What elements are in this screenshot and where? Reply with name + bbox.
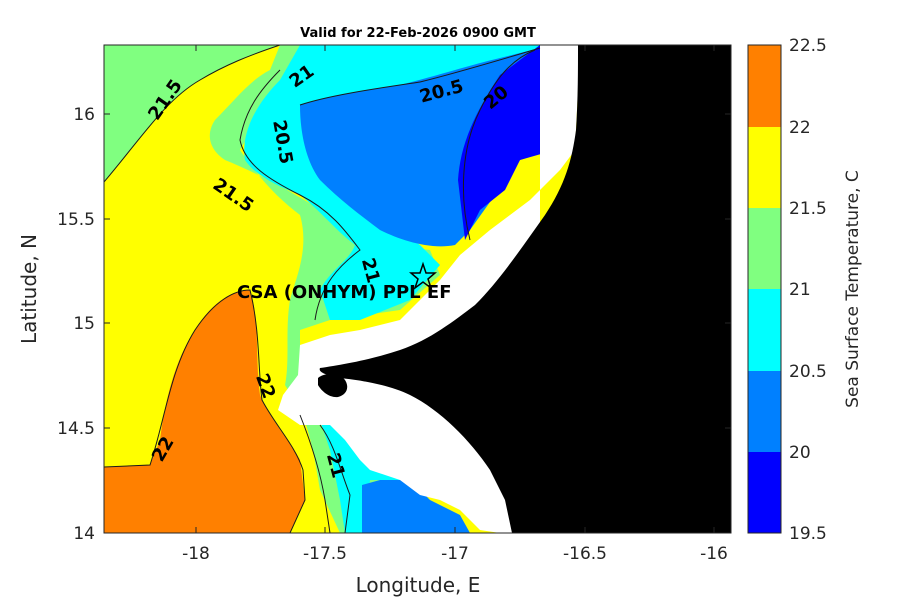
- contour-21-south: [299, 414, 331, 533]
- y-tick-label: 15: [73, 314, 95, 334]
- y-tick-label: 16: [73, 105, 95, 125]
- colorbar-band: [748, 45, 781, 127]
- colorbar-tick-label: 21.5: [789, 199, 827, 219]
- sst-band-20-20.5-south: [362, 480, 470, 533]
- colorbar-band: [748, 289, 781, 371]
- y-tick-label: 14.5: [57, 419, 95, 439]
- sst-band-20.5-21-south: [320, 410, 420, 533]
- y-tick-label: 15.5: [57, 210, 95, 230]
- contour-20.5: [299, 47, 541, 106]
- plot-frame: [103, 44, 732, 534]
- colorbar-tick-label: 20: [789, 443, 811, 463]
- site-label: CSA (ONHYM) PPL EF: [237, 282, 452, 303]
- x-tick-label: -16: [700, 544, 728, 564]
- colorbar-frame: [747, 44, 782, 534]
- x-tick-label: -17: [441, 544, 469, 564]
- contour-22: [104, 289, 306, 533]
- star-icon: [408, 261, 438, 291]
- x-axis-ticks: -18 -17.5 -17 -16.5 -16: [182, 45, 728, 564]
- colorbar-band: [748, 208, 781, 289]
- contour-20: [462, 49, 536, 241]
- colorbar-tick-label: 19.5: [789, 524, 827, 544]
- map-title: Valid for 22-Feb-2026 0900 GMT: [300, 26, 536, 41]
- colorbar-band: [748, 127, 781, 208]
- contour-21: [239, 69, 361, 321]
- colorbar-tick-label: 21: [789, 280, 811, 300]
- map-area: 21.5 21 20.5 20 20.5 21.5 21 22 22 21 CS…: [104, 45, 731, 533]
- sst-band-22-22.5: [104, 290, 305, 533]
- colorbar-band: [748, 452, 781, 533]
- contour-21.5-north: [104, 45, 281, 183]
- colorbar-label: Sea Surface Temperature, C: [843, 170, 863, 408]
- x-tick-label: -17.5: [303, 544, 347, 564]
- x-tick-label: -18: [182, 544, 210, 564]
- colorbar-band: [748, 371, 781, 452]
- x-tick-label: -16.5: [563, 544, 607, 564]
- sst-band-19.5-20: [458, 45, 555, 240]
- x-axis-label: Longitude, E: [356, 573, 481, 597]
- land-mass: [319, 45, 731, 533]
- y-axis-ticks: 16 15.5 15 14.5 14: [57, 105, 731, 544]
- colorbar-tick-label: 20.5: [789, 362, 827, 382]
- colorbar: 22.5 22 21.5 21 20.5 20 19.5 Sea Surface…: [747, 36, 863, 544]
- cape-verde-peninsula: [318, 374, 348, 398]
- y-axis-label: Latitude, N: [17, 234, 41, 344]
- sst-band-21-21.5-northwest: [104, 45, 280, 182]
- y-tick-label: 14: [73, 524, 95, 544]
- colorbar-tick-label: 22.5: [789, 36, 827, 56]
- colorbar-tick-label: 22: [789, 118, 811, 138]
- contour-20.5-south: [319, 424, 351, 533]
